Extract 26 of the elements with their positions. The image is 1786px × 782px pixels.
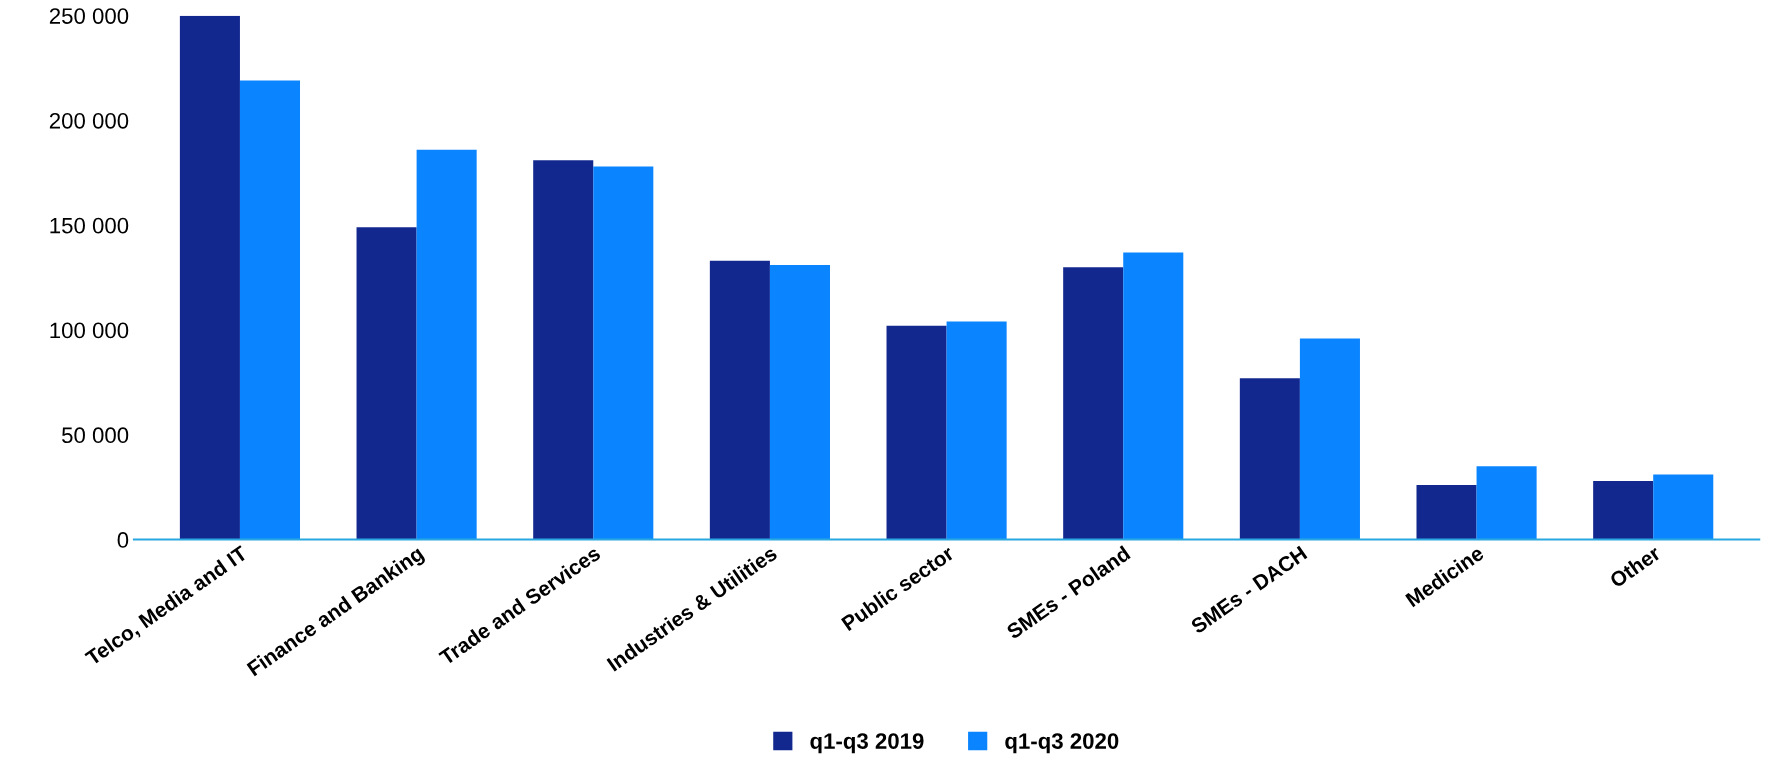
y-tick-label: 100 000	[50, 322, 129, 339]
bar	[946, 321, 1007, 540]
bar	[1239, 378, 1300, 540]
bar	[533, 160, 594, 540]
bar	[356, 227, 417, 540]
y-tick-label: 0	[117, 532, 129, 548]
bar	[1299, 338, 1360, 540]
legend-label: q1-q3 2020	[1005, 733, 1119, 754]
bar	[886, 325, 947, 540]
y-tick-label: 250 000	[49, 8, 129, 24]
legend-label: q1-q3 2019	[810, 733, 924, 754]
bar	[1416, 485, 1477, 540]
bar	[179, 15, 240, 540]
bar	[1063, 267, 1124, 540]
bar	[239, 80, 301, 540]
bar	[416, 149, 477, 540]
bar	[1593, 480, 1654, 540]
y-tick-label: 150 000	[50, 217, 129, 234]
y-tick-label: 50 000	[62, 427, 129, 444]
bar	[1653, 474, 1714, 540]
bar	[709, 260, 770, 540]
y-tick-label: 200 000	[49, 112, 129, 129]
bar	[593, 166, 654, 540]
bar	[769, 265, 830, 540]
bar	[1476, 466, 1537, 540]
bar	[1123, 252, 1184, 540]
